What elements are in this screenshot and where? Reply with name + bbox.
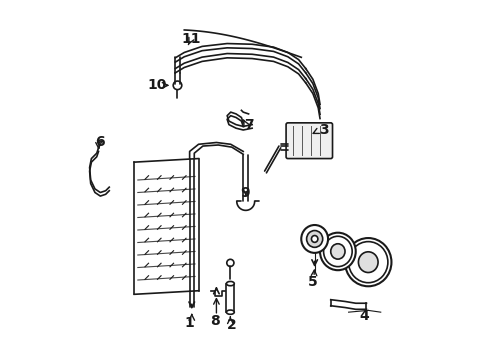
Ellipse shape [345,238,392,286]
Text: 4: 4 [360,309,369,323]
Ellipse shape [312,235,318,242]
Ellipse shape [226,310,234,314]
FancyBboxPatch shape [286,123,333,158]
Ellipse shape [226,282,234,286]
Ellipse shape [348,242,388,283]
Ellipse shape [358,252,378,273]
Text: 10: 10 [148,78,167,92]
Text: 5: 5 [308,275,318,289]
Text: 3: 3 [319,123,328,137]
Bar [226,284,234,312]
Ellipse shape [320,233,356,270]
Ellipse shape [301,225,328,253]
Text: 11: 11 [182,32,201,46]
Text: 9: 9 [240,185,250,199]
Ellipse shape [307,230,323,247]
Ellipse shape [323,236,352,267]
Text: 7: 7 [244,118,253,132]
Text: 1: 1 [185,316,195,330]
Text: 6: 6 [96,135,105,149]
Text: 2: 2 [226,318,236,332]
Ellipse shape [331,244,345,259]
Text: 8: 8 [210,314,220,328]
